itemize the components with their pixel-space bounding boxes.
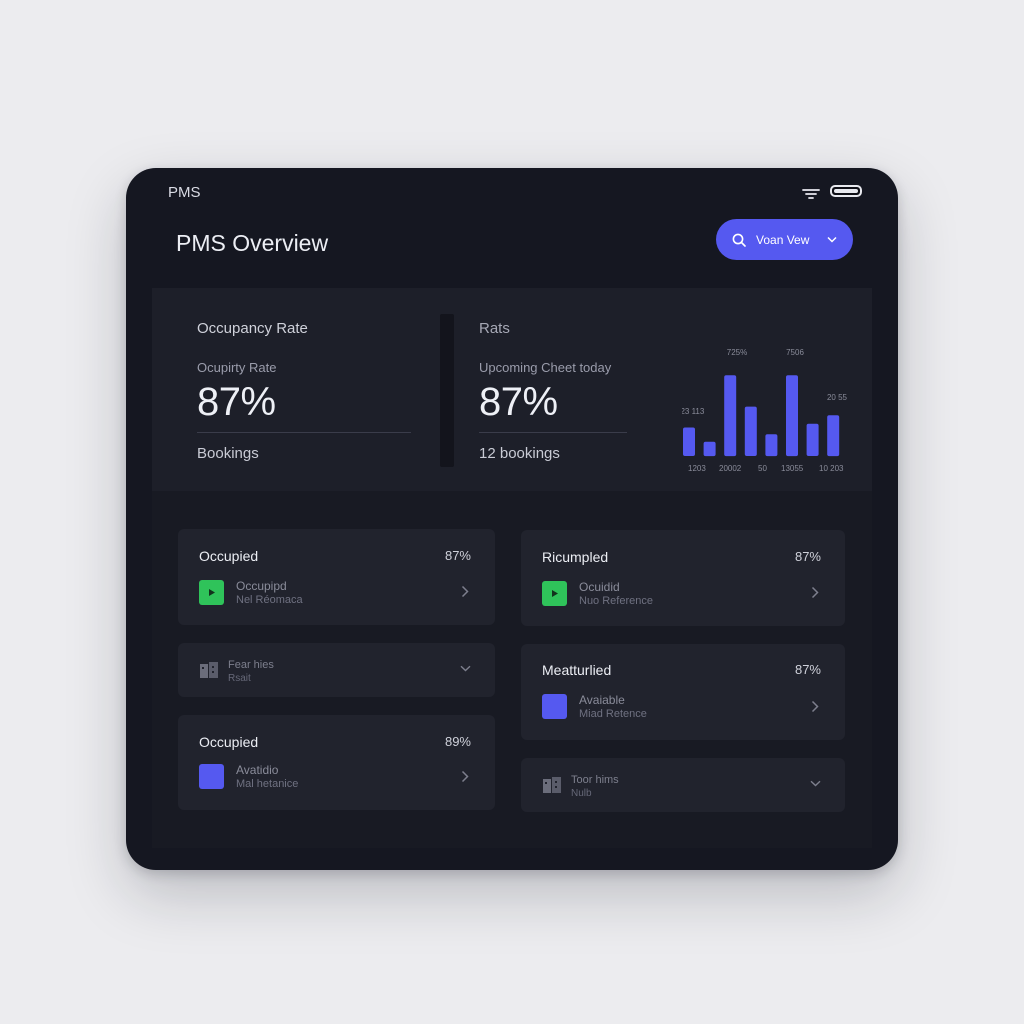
chart-bar	[683, 427, 695, 456]
chevron-right-icon[interactable]	[461, 585, 469, 598]
chevron-right-icon[interactable]	[811, 586, 819, 599]
chart-right-label: 20 55	[827, 393, 848, 402]
device-frame: PMS PMS Overview Voan Vew Occupancy Rate…	[126, 168, 898, 870]
stat-sublabel: Upcoming Cheet today	[479, 360, 612, 375]
chart-bar	[765, 434, 778, 457]
chevron-down-icon[interactable]	[810, 780, 821, 787]
card-title: Ricumpled	[542, 549, 609, 565]
chart-bar	[786, 375, 798, 457]
chart-bar	[724, 375, 737, 457]
card-value: 87%	[444, 548, 471, 563]
stat-value: 87%	[197, 380, 276, 424]
card-title: Occupied	[199, 734, 259, 750]
square-icon	[542, 694, 567, 719]
collapsed-title: Fear hies	[228, 659, 274, 671]
card-subdetail: Mal hetanice	[236, 778, 299, 790]
stats-band: Occupancy Rate Ocupirty Rate 87% Booking…	[152, 288, 872, 491]
building-icon	[543, 777, 561, 793]
card-subdetail: Nel Réomaca	[236, 594, 303, 606]
play-icon	[542, 581, 567, 606]
chevron-right-icon[interactable]	[811, 700, 819, 713]
stat-divider	[197, 432, 411, 433]
page-title: PMS Overview	[176, 230, 329, 256]
status-card-meatturlied[interactable]: Meatturlied 87% Avaiable Miad Retence	[521, 644, 845, 740]
chart-bottom-label: 50	[758, 464, 767, 473]
stat-heading: Rats	[479, 320, 510, 337]
chevron-down-icon[interactable]	[460, 665, 471, 672]
search-icon	[732, 233, 746, 247]
collapsed-row[interactable]: Toor hims Nulb	[521, 758, 845, 812]
card-title: Occupied	[199, 548, 259, 564]
chart-top-label: 7506	[786, 348, 804, 357]
chart-bar	[744, 406, 757, 456]
chart-bar	[806, 423, 819, 456]
building-icon	[200, 662, 218, 678]
occupancy-bar-chart: 725% 7506 123 113 20 55 1203 20002 50 13…	[682, 348, 852, 478]
chevron-right-icon[interactable]	[461, 770, 469, 783]
view-select-button[interactable]: Voan Vew	[716, 219, 853, 260]
chart-bottom-label: 13055	[781, 464, 804, 473]
square-icon	[199, 764, 224, 789]
status-card-occupied-2[interactable]: Occupied 89% Avatidio Mal hetanice	[178, 715, 495, 810]
collapsed-subtitle: Nulb	[571, 788, 592, 799]
card-title: Meatturlied	[542, 662, 612, 678]
stat-foot: 12 bookings	[479, 445, 560, 462]
chart-bottom-label: 10 203	[819, 464, 844, 473]
collapsed-row[interactable]: Fear hies Rsait	[178, 643, 495, 697]
card-detail: Avaiable	[579, 693, 625, 707]
collapsed-title: Toor hims	[571, 774, 619, 786]
chevron-down-icon	[827, 236, 837, 243]
chart-bar	[703, 441, 716, 457]
status-card-occupied[interactable]: Occupied 87% Occupipd Nel Réomaca	[178, 529, 495, 625]
card-subdetail: Miad Retence	[579, 708, 647, 720]
stat-value: 87%	[479, 380, 558, 424]
chart-top-label: 725%	[727, 348, 747, 357]
chart-bar	[827, 415, 840, 457]
card-detail: Ocuidid	[579, 580, 620, 594]
chart-bottom-label: 20002	[719, 464, 742, 473]
collapsed-subtitle: Rsait	[228, 673, 251, 684]
card-detail: Occupipd	[236, 579, 287, 593]
card-value: 89%	[444, 734, 471, 749]
view-select-label: Voan Vew	[756, 232, 810, 247]
stat-upcoming: Rats Upcoming Cheet today 87% 12 booking…	[479, 288, 627, 491]
wifi-icon	[802, 189, 820, 199]
status-card-ricumpled[interactable]: Ricumpled 87% Ocuidid Nuo Reference	[521, 530, 845, 626]
battery-icon	[830, 185, 862, 197]
play-icon	[199, 580, 224, 605]
card-detail: Avatidio	[236, 763, 279, 777]
stat-divider	[479, 432, 627, 433]
stat-sublabel: Ocupirty Rate	[197, 360, 277, 375]
chart-svg: 725% 7506 123 113 20 55 1203 20002 50 13…	[682, 348, 848, 473]
chart-left-label: 123 113	[682, 407, 705, 416]
card-subdetail: Nuo Reference	[579, 595, 653, 607]
stat-heading: Occupancy Rate	[197, 320, 308, 337]
chart-bars	[683, 375, 840, 457]
main-panel: Occupancy Rate Ocupirty Rate 87% Booking…	[152, 288, 872, 848]
card-value: 87%	[794, 549, 821, 564]
stat-separator	[440, 314, 454, 467]
stat-foot: Bookings	[197, 445, 259, 462]
stat-occupancy: Occupancy Rate Ocupirty Rate 87% Booking…	[197, 288, 411, 491]
app-name: PMS	[168, 184, 201, 201]
chart-bottom-label: 1203	[688, 464, 706, 473]
card-value: 87%	[794, 662, 821, 677]
